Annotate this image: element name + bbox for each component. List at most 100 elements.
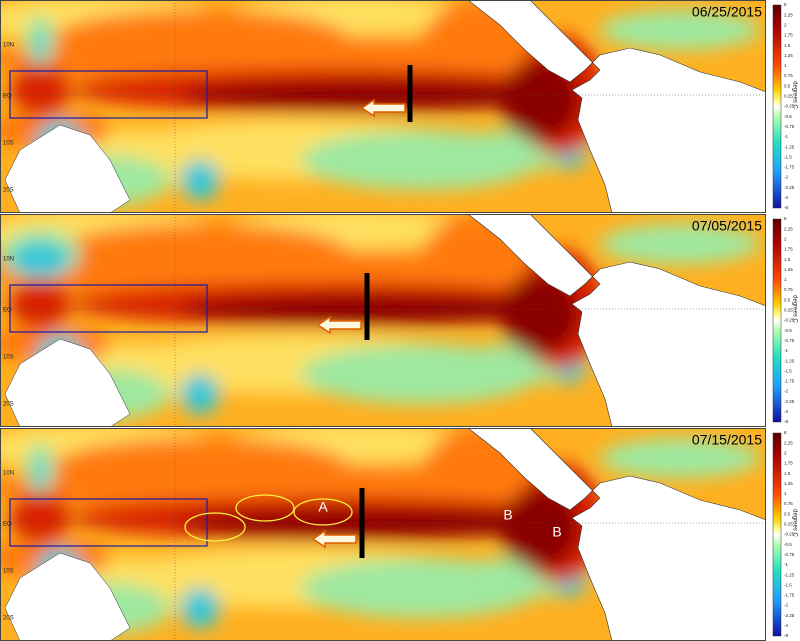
- annotation: A: [318, 499, 328, 515]
- colorbar-tick: 8: [784, 430, 787, 435]
- colorbar-tick: -8: [784, 633, 788, 638]
- colorbar-tick: 0.75: [784, 287, 793, 292]
- colorbar-label: degrees C: [791, 295, 797, 323]
- colorbar-tick: -1: [784, 348, 788, 353]
- colorbar-tick: -0.5: [784, 542, 792, 547]
- colorbar-tick: -1.25: [784, 144, 795, 149]
- colorbar-tick: 1.75: [784, 33, 793, 38]
- colorbar-tick: 8: [784, 216, 787, 221]
- colorbar-tick: -1.75: [784, 379, 795, 384]
- nino-box: [9, 284, 208, 333]
- anomaly-blob: [600, 10, 760, 50]
- colorbar-tick: 2: [784, 236, 787, 241]
- colorbar-label: degrees C: [791, 81, 797, 109]
- colorbar-tick: 1.5: [784, 471, 791, 476]
- anomaly-blob: [10, 493, 70, 543]
- colorbar-tick: -0.75: [784, 338, 795, 343]
- colorbar-tick: -4: [784, 409, 788, 414]
- colorbar-tick: -1: [784, 562, 788, 567]
- colorbar-tick: 1.25: [784, 53, 793, 58]
- colorbar-tick: 2.25: [784, 12, 793, 17]
- map-panel: 07/05/2015 10N EQ 10S 20S 8 2.25 2 1.75 1.5 1.25 1 0…: [0, 214, 797, 427]
- colorbar-tick: -1.5: [784, 154, 792, 159]
- colorbar-tick: -0.25: [784, 318, 795, 323]
- colorbar-tick: 0.25: [784, 94, 793, 99]
- colorbar-tick: -8: [784, 205, 788, 210]
- colorbar-tick: 0.5: [784, 83, 791, 88]
- colorbar-tick: 8: [784, 2, 787, 7]
- colorbar-tick: 0.25: [784, 308, 793, 313]
- colorbar-tick: -2.25: [784, 185, 795, 190]
- annotation: B: [552, 524, 561, 540]
- anomaly-blob: [600, 224, 760, 264]
- date-label: 07/15/2015: [692, 432, 762, 448]
- map-panel: 06/25/2015 10N EQ 10S 20S 8 2.25 2 1.75 1.5 1.25 1 0…: [0, 0, 797, 213]
- date-label: 07/05/2015: [692, 218, 762, 234]
- anomaly-blob: [180, 374, 220, 414]
- land: [467, 428, 766, 641]
- lat-label: 10S: [3, 569, 14, 575]
- anomaly-blob: [600, 438, 760, 478]
- anomaly-blob: [500, 60, 580, 140]
- colorbar-tick: 0.5: [784, 297, 791, 302]
- arrow: [360, 98, 406, 118]
- colorbar-tick: 1.75: [784, 461, 793, 466]
- colorbar: [772, 4, 782, 209]
- colorbar-tick: -2.25: [784, 399, 795, 404]
- anomaly-blob: [35, 455, 45, 491]
- colorbar-tick: -2: [784, 389, 788, 394]
- colorbar: [772, 432, 782, 637]
- colorbar-tick: -1.75: [784, 165, 795, 170]
- colorbar-tick: -2: [784, 603, 788, 608]
- arrow: [316, 315, 362, 335]
- lat-label: EQ: [3, 308, 12, 314]
- colorbar-tick: -0.5: [784, 114, 792, 119]
- colorbar-tick: -1.75: [784, 593, 795, 598]
- colorbar-tick: -2: [784, 175, 788, 180]
- lat-label: 20S: [3, 402, 14, 408]
- colorbar-tick: 0.25: [784, 522, 793, 527]
- anomaly-blob: [10, 279, 70, 329]
- highlight-ellipse: [235, 494, 295, 522]
- nino-box: [9, 70, 208, 119]
- colorbar-tick: -1.5: [784, 582, 792, 587]
- colorbar-tick: 1.25: [784, 481, 793, 486]
- colorbar-tick: 1.5: [784, 43, 791, 48]
- land: [4, 124, 131, 213]
- colorbar-tick: 1: [784, 63, 787, 68]
- anomaly-blob: [180, 160, 220, 200]
- colorbar-tick: -0.25: [784, 104, 795, 109]
- colorbar-tick: 0.75: [784, 73, 793, 78]
- colorbar: [772, 218, 782, 423]
- lat-label: 10N: [3, 43, 14, 49]
- colorbar-tick: -0.75: [784, 124, 795, 129]
- colorbar-tick: 1.75: [784, 247, 793, 252]
- lat-label: 10N: [3, 257, 14, 263]
- colorbar-tick: 0.5: [784, 511, 791, 516]
- colorbar-tick: 2.25: [784, 226, 793, 231]
- lat-label: EQ: [3, 522, 12, 528]
- colorbar-tick: -0.75: [784, 552, 795, 557]
- anomaly-blob: [500, 488, 580, 568]
- colorbar-tick: -1: [784, 134, 788, 139]
- colorbar-tick: -1.25: [784, 358, 795, 363]
- map-area: [0, 428, 766, 641]
- lat-label: 10S: [3, 355, 14, 361]
- colorbar-tick: 0.75: [784, 501, 793, 506]
- map-area: [0, 214, 766, 427]
- colorbar-tick: 1.5: [784, 257, 791, 262]
- lat-label: 10S: [3, 141, 14, 147]
- colorbar-tick: 1.25: [784, 267, 793, 272]
- colorbar-tick: -8: [784, 419, 788, 424]
- colorbar-tick: -0.5: [784, 328, 792, 333]
- lat-label: EQ: [3, 94, 12, 100]
- map-area: [0, 0, 766, 213]
- panel-frame: [0, 0, 766, 213]
- arrow: [311, 529, 357, 549]
- land: [467, 214, 766, 427]
- land: [4, 552, 131, 641]
- annotation: B: [503, 507, 512, 523]
- lat-label: 10N: [3, 471, 14, 477]
- colorbar-tick: 2: [784, 450, 787, 455]
